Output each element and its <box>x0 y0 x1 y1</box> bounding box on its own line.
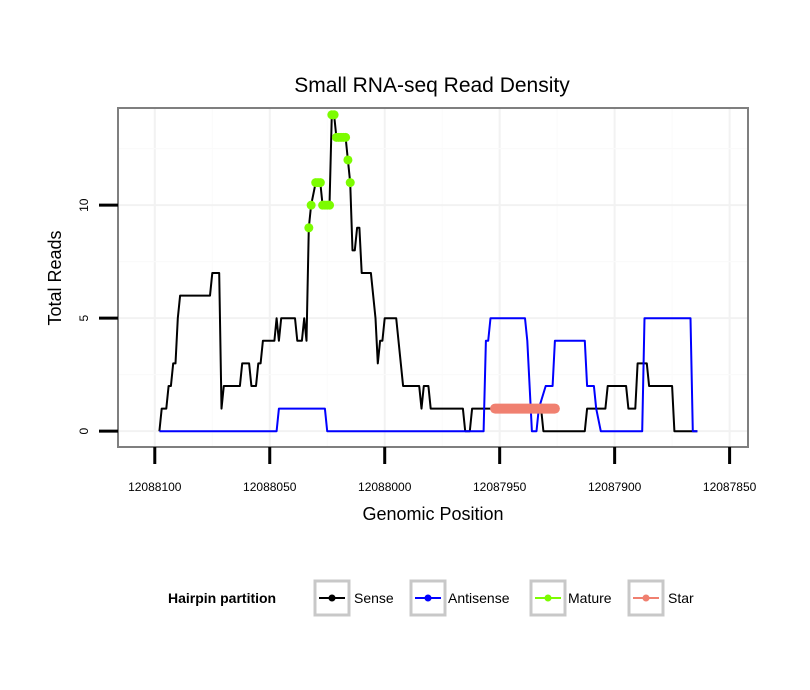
legend-label-antisense: Antisense <box>448 590 510 606</box>
x-tick-label: 12088100 <box>128 480 182 494</box>
x-tick-label: 12088050 <box>243 480 297 494</box>
legend-key-marker <box>544 594 552 602</box>
legend-title: Hairpin partition <box>168 590 276 606</box>
grid <box>119 109 747 446</box>
x-axis-title: Genomic Position <box>362 504 503 524</box>
chart-title: Small RNA-seq Read Density <box>294 74 570 97</box>
mature-point <box>329 110 339 120</box>
legend-label-sense: Sense <box>354 590 394 606</box>
legend-key-marker <box>642 594 650 602</box>
y-axis: 0 5 10 <box>77 198 118 435</box>
legend-key-marker <box>424 594 432 602</box>
x-tick-label: 12087950 <box>473 480 527 494</box>
x-tick-label: 12088000 <box>358 480 412 494</box>
x-axis: 12088100 12088050 12088000 12087950 12087900… <box>128 447 757 494</box>
x-tick-label: 12087900 <box>588 480 642 494</box>
y-tick-label: 0 <box>77 428 91 435</box>
legend: Hairpin partition Sense Antisense Mature St… <box>168 579 694 617</box>
mature-point <box>343 155 353 165</box>
y-tick-label: 10 <box>77 198 91 212</box>
mature-point <box>304 223 314 233</box>
y-axis-title: Total Reads <box>45 230 65 325</box>
x-tick-label: 12087850 <box>703 480 757 494</box>
mature-point <box>345 178 355 188</box>
legend-label-star: Star <box>668 590 694 606</box>
legend-key-marker <box>328 594 336 602</box>
y-tick-label: 5 <box>77 315 91 322</box>
mature-point <box>315 178 325 188</box>
mature-point <box>306 200 316 210</box>
mature-layer <box>304 110 355 233</box>
mature-point <box>325 200 335 210</box>
mature-point <box>341 132 351 142</box>
legend-label-mature: Mature <box>568 590 612 606</box>
